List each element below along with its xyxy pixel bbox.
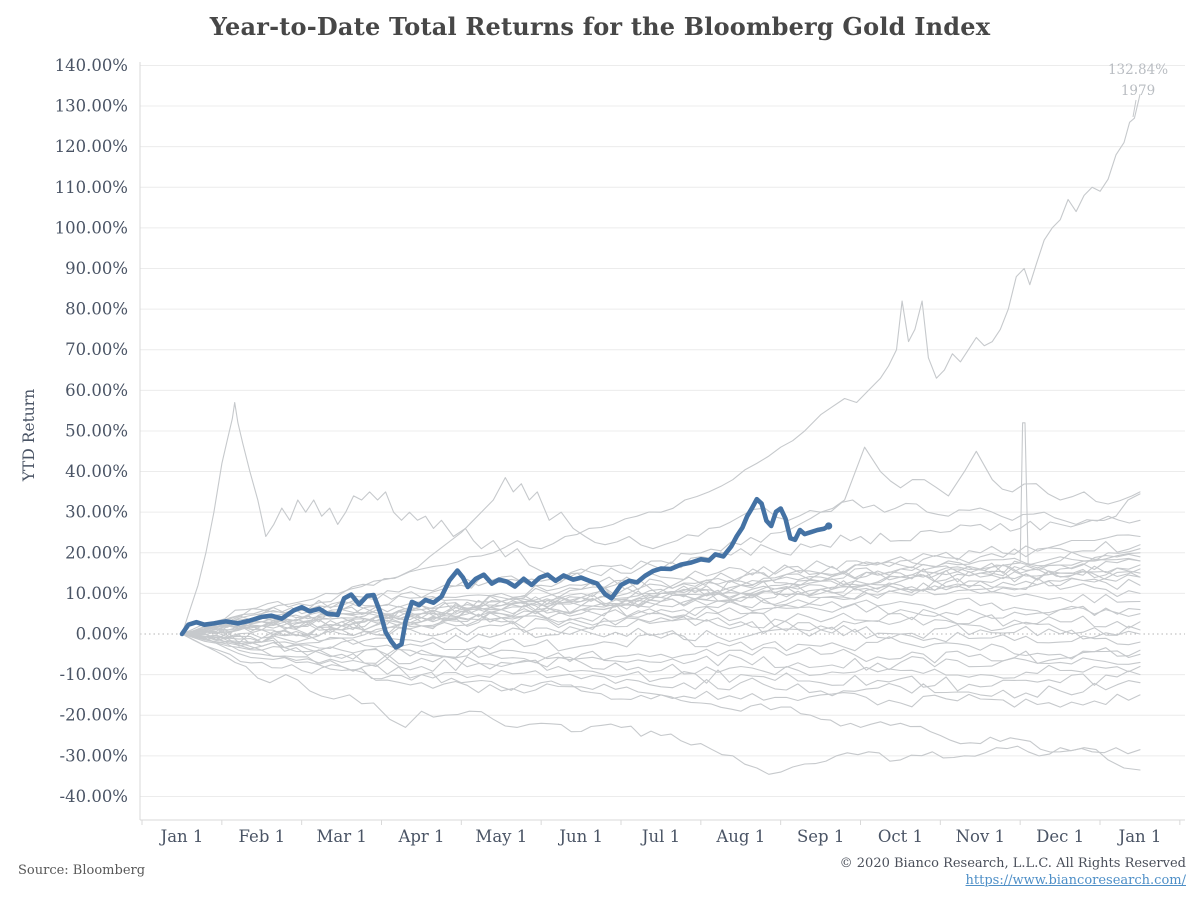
x-tick-label: Sep 1 <box>797 827 844 846</box>
annotation-leader-line <box>1132 99 1137 118</box>
y-tick-label: 0.00% <box>76 625 128 644</box>
series-gray-19 <box>181 624 1141 647</box>
annotation-year: 1979 <box>1121 83 1155 99</box>
x-tick-label: Feb 1 <box>239 827 286 846</box>
copyright-text: © 2020 Bianco Research, L.L.C. All Right… <box>839 856 1186 871</box>
x-tick-label: May 1 <box>475 827 527 846</box>
copyright-block: © 2020 Bianco Research, L.L.C. All Right… <box>840 855 1186 889</box>
x-tick-label: Jun 1 <box>557 827 603 846</box>
y-axis-title: YTD Return <box>20 389 38 482</box>
y-tick-label: 90.00% <box>65 259 128 278</box>
x-tick-label: Oct 1 <box>878 827 923 846</box>
series-gray-30-autumn-bumps <box>181 446 1141 635</box>
series-gray-24 <box>181 633 1141 692</box>
y-tick-label: 120.00% <box>55 137 128 156</box>
x-tick-label: Jan 1 <box>1117 827 1162 846</box>
series-gray-23 <box>181 633 1141 679</box>
y-tick-label: -20.00% <box>60 706 129 725</box>
y-tick-label: 140.00% <box>55 56 128 75</box>
y-tick-label: 80.00% <box>65 300 128 319</box>
source-note: Source: Bloomberg <box>18 863 146 878</box>
series-gray-02 <box>181 541 1141 635</box>
x-tick-label: Apr 1 <box>397 827 444 846</box>
series-1979 <box>181 93 1141 635</box>
y-tick-label: 130.00% <box>55 97 128 116</box>
series-gray-20 <box>181 632 1141 660</box>
y-tick-label: 70.00% <box>65 340 128 359</box>
y-tick-label: -10.00% <box>60 665 129 684</box>
highlight-end-marker <box>825 522 833 530</box>
series-gray-10 <box>181 571 1141 637</box>
y-tick-label: -30.00% <box>60 746 129 765</box>
series-gray-28-feb-spike <box>181 401 1141 635</box>
series-gray-29-may-peak <box>181 477 1141 635</box>
series-gray-15 <box>181 601 1141 637</box>
y-tick-label: 40.00% <box>65 462 128 481</box>
x-tick-label: Aug 1 <box>715 827 765 846</box>
series-gray-18 <box>181 616 1141 645</box>
x-tick-label: Jan 1 <box>159 827 204 846</box>
research-link[interactable]: https://www.biancoresearch.com/ <box>965 873 1186 888</box>
series-highlight-current-year <box>179 496 831 650</box>
y-tick-label: 60.00% <box>65 381 128 400</box>
annotation-value: 132.84% <box>1108 62 1168 78</box>
series-gray-13 <box>181 585 1141 635</box>
x-tick-label: Dec 1 <box>1036 827 1084 846</box>
x-tick-label: Jul 1 <box>640 827 680 846</box>
series-gray-33-low <box>181 633 1141 775</box>
y-tick-label: 100.00% <box>55 218 128 237</box>
chart-title: Year-to-Date Total Returns for the Bloom… <box>209 12 991 41</box>
y-tick-label: -40.00% <box>60 787 129 806</box>
series-gray-22 <box>181 633 1141 671</box>
series-gray-32-low <box>181 633 1141 771</box>
y-tick-label: 10.00% <box>65 584 128 603</box>
y-tick-label: 20.00% <box>65 543 128 562</box>
x-tick-label: Nov 1 <box>956 827 1005 846</box>
y-tick-label: 110.00% <box>55 178 128 197</box>
y-tick-label: 50.00% <box>65 421 128 440</box>
series-gray-21 <box>181 633 1141 664</box>
y-tick-label: 30.00% <box>65 503 128 522</box>
x-tick-label: Mar 1 <box>316 827 366 846</box>
